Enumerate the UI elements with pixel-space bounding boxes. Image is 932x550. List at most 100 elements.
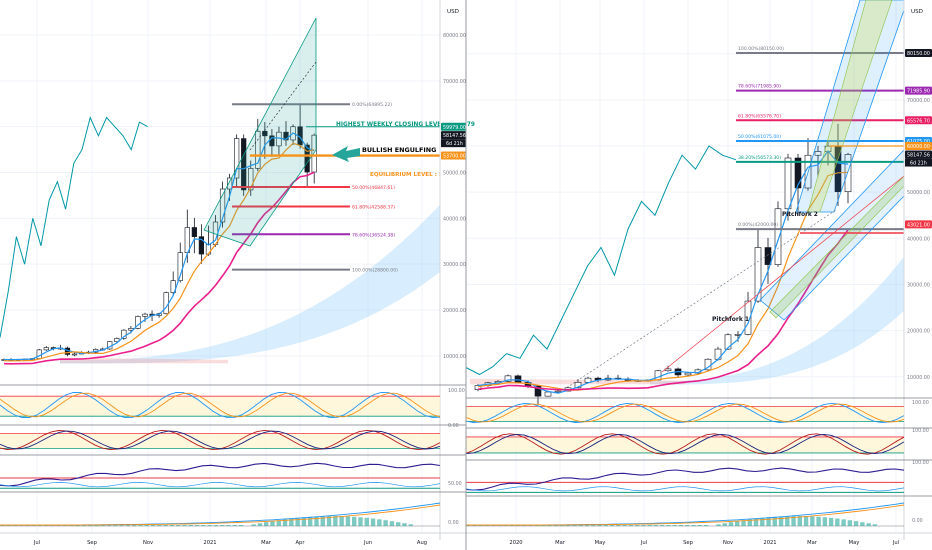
candle-bullish <box>814 151 822 156</box>
macd-histogram-bar <box>822 517 828 526</box>
macd-histogram-bar <box>257 523 263 526</box>
macd-histogram-bar <box>326 516 332 526</box>
macd-histogram-bar <box>169 525 175 526</box>
macd-histogram-bar <box>760 517 765 526</box>
time-tick-label: Apr <box>296 540 306 546</box>
macd-histogram-bar <box>735 521 740 526</box>
time-tick-label: Jul <box>640 540 647 546</box>
candle-bullish <box>255 130 261 169</box>
kijun-sen-line <box>477 171 849 391</box>
macd-histogram-bar <box>106 525 112 526</box>
macd-histogram-bar <box>628 525 634 526</box>
lagging-span-line <box>0 115 148 338</box>
macd-histogram-bar <box>572 525 577 526</box>
macd-histogram-bar <box>747 519 752 526</box>
macd-histogram-bar <box>25 525 30 526</box>
candle-bullish <box>744 300 752 335</box>
time-tick-label: 2021 <box>763 540 776 546</box>
macd-histogram-bar <box>251 524 256 526</box>
price-tag-label: 71985.90 <box>907 89 930 95</box>
macd-signal-line <box>0 504 441 526</box>
di-line <box>465 486 905 492</box>
macd-histogram-bar <box>703 525 709 526</box>
macd-histogram-bar <box>352 516 357 526</box>
candle-bullish <box>234 138 240 179</box>
macd-histogram-bar <box>534 525 540 526</box>
price-tick-label: 20000.00 <box>443 308 466 314</box>
macd-histogram-bar <box>144 525 149 526</box>
macd-histogram-bar <box>188 525 193 526</box>
macd-histogram-bar <box>276 520 281 526</box>
time-tick-label: May <box>849 540 860 546</box>
left-price-axis: USD 10000.00 20000.00 30000.00 40000.00 50000… <box>439 0 466 550</box>
macd-histogram-bar <box>370 518 376 526</box>
fib-level-label: 78.60%(36524.38) <box>352 232 395 238</box>
candle-bullish <box>71 353 78 356</box>
macd-histogram-bar <box>345 516 351 526</box>
macd-histogram-bar <box>389 521 395 526</box>
candle-bearish <box>514 375 522 383</box>
macd-histogram-bar <box>860 522 865 526</box>
countdown-tag <box>441 139 466 148</box>
macd-histogram-bar <box>264 522 269 526</box>
candle-bullish <box>36 349 42 359</box>
macd-histogram-bar <box>484 525 490 526</box>
price-tick-label: 30000.00 <box>443 262 466 268</box>
macd-histogram-bar <box>18 525 24 526</box>
macd-histogram-bar <box>828 517 834 526</box>
macd-histogram-bar <box>396 522 401 526</box>
time-tick-label: Mar <box>261 540 272 546</box>
fib-level-label: 50.00%(61075.00) <box>738 134 781 140</box>
indicator-scale-label: 100.00 <box>448 388 465 394</box>
candle-bullish <box>170 280 176 293</box>
fib-level-label: 50.00%(46847.61) <box>352 185 395 191</box>
macd-histogram-bar <box>182 525 187 526</box>
macd-histogram-bar <box>578 525 584 526</box>
time-tick-label: May <box>595 540 606 546</box>
macd-histogram-bar <box>383 520 388 526</box>
price-tag-label: 43021.00 <box>907 222 930 228</box>
candle-bullish <box>474 385 482 390</box>
countdown-label: 6d 21h <box>910 161 927 167</box>
candle-bullish <box>574 382 582 389</box>
macd-histogram-bar <box>339 516 344 526</box>
fib-level-label: 61.80%(42588.37) <box>352 204 395 210</box>
fib-level-label: 61.80%(65576.70) <box>738 113 781 119</box>
price-tick-label: 80000.00 <box>443 33 466 39</box>
macd-histogram-bar <box>270 521 275 526</box>
candle-bearish <box>198 236 205 255</box>
macd-histogram-bar <box>81 525 87 526</box>
macd-histogram-bar <box>653 525 659 526</box>
price-tick-label: 40000.00 <box>907 236 930 242</box>
time-tick-label: Jun <box>363 540 372 546</box>
macd-histogram-bar <box>56 525 61 526</box>
time-tick-label: Jul <box>33 540 40 546</box>
candle-bearish <box>764 247 772 265</box>
price-tick-label: 70000.00 <box>907 98 930 104</box>
candle-bullish <box>142 313 148 317</box>
macd-histogram-bar <box>207 525 212 526</box>
di-line <box>0 482 441 488</box>
macd-histogram-bar <box>364 517 369 526</box>
stoch-d-line <box>465 403 905 423</box>
candle-bullish <box>844 154 852 192</box>
macd-histogram-bar <box>591 525 596 526</box>
macd-histogram-bar <box>478 525 483 526</box>
macd-histogram-bar <box>584 525 590 526</box>
price-tag <box>905 150 932 159</box>
macd-histogram-bar <box>541 525 546 526</box>
annotation-equilibrium-level: EQUILIBRIUM LEVEL : 53700 <box>370 172 458 178</box>
macd-histogram-bar <box>666 525 671 526</box>
macd-histogram-bar <box>716 524 721 526</box>
candle-bullish <box>121 329 127 339</box>
price-tick-label: 20000.00 <box>907 329 930 335</box>
macd-histogram-bar <box>402 523 407 526</box>
macd-histogram-bar <box>226 525 231 526</box>
macd-histogram-bar <box>509 525 515 526</box>
candle-bullish <box>544 391 552 397</box>
macd-histogram-bar <box>466 525 471 526</box>
ichimoku-cloud-bearish <box>60 357 228 364</box>
candle-bullish <box>724 334 732 350</box>
price-tag <box>905 142 932 150</box>
